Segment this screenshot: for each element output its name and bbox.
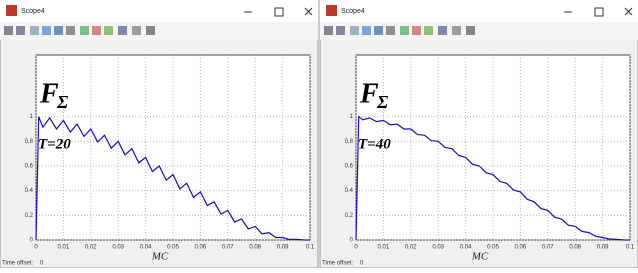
toolbar-button[interactable] [386, 26, 395, 35]
x-tick-label: 0.06 [195, 245, 207, 251]
x-tick-label: 0.03 [432, 245, 444, 251]
toolbar-button[interactable] [104, 26, 113, 35]
x-tick-label: 0.06 [515, 245, 527, 251]
x-tick-label: 0.09 [277, 245, 289, 251]
x-tick-label: 0.04 [460, 245, 472, 251]
title-bar [0, 0, 318, 22]
x-axis-label: MC [151, 251, 169, 263]
toolbar-button[interactable] [4, 26, 13, 35]
x-tick-label: 0.01 [58, 245, 70, 251]
toolbar-button[interactable] [66, 26, 75, 35]
toolbar-button[interactable] [80, 26, 89, 35]
x-tick-label: 0.07 [542, 245, 554, 251]
toolbar-button[interactable] [452, 26, 461, 35]
toolbar-button[interactable] [132, 26, 141, 35]
x-tick-label: 0.05 [487, 245, 499, 251]
y-tick-label: 0.2 [25, 213, 34, 219]
y-tick-label: 0.6 [345, 164, 354, 170]
x-tick-label: 0.03 [112, 245, 124, 251]
x-tick-label: 0.08 [569, 245, 581, 251]
x-tick-label: 0.01 [378, 245, 390, 251]
toolbar-button[interactable] [400, 26, 409, 35]
y-tick-label: 0.8 [25, 139, 34, 145]
x-tick-label: 0.1 [626, 245, 635, 251]
x-tick-label: 0.07 [222, 245, 234, 251]
toolbar-button[interactable] [54, 26, 63, 35]
chart-title: F [39, 78, 59, 109]
time-offset-label: Time offset: [2, 261, 33, 267]
toolbar-button[interactable] [424, 26, 433, 35]
x-tick-label: 0.04 [140, 245, 152, 251]
y-tick-label: 0.4 [25, 188, 34, 194]
chart-title: F [359, 78, 379, 109]
y-tick-label: 0.4 [345, 188, 354, 194]
screen: Scope400.010.020.030.040.050.060.070.080… [0, 0, 638, 268]
y-tick-label: 0.2 [345, 213, 354, 219]
x-tick-label: 0.09 [597, 245, 609, 251]
toolbar-button[interactable] [438, 26, 447, 35]
toolbar-button[interactable] [16, 26, 25, 35]
toolbar-button[interactable] [466, 26, 475, 35]
x-tick-label: 0.02 [405, 245, 417, 251]
chart-title-sub: Σ [376, 92, 388, 112]
window-title: Scope4 [341, 8, 365, 15]
app-icon [6, 5, 17, 16]
y-tick-label: 0.8 [345, 139, 354, 145]
annotation: T=40 [358, 136, 391, 152]
toolbar-button[interactable] [118, 26, 127, 35]
toolbar-button[interactable] [336, 26, 345, 35]
toolbar-button[interactable] [146, 26, 155, 35]
title-bar [320, 0, 638, 22]
time-offset-label: Time offset: [322, 261, 353, 267]
window-title: Scope4 [21, 8, 45, 15]
toolbar-button[interactable] [412, 26, 421, 35]
toolbar-button[interactable] [30, 26, 39, 35]
x-tick-label: 0.08 [249, 245, 261, 251]
toolbar-button[interactable] [374, 26, 383, 35]
app-icon [326, 5, 337, 16]
toolbar-button[interactable] [350, 26, 359, 35]
y-tick-label: 0.6 [25, 164, 34, 170]
toolbar-button[interactable] [324, 26, 333, 35]
toolbar-button[interactable] [362, 26, 371, 35]
chart-title-sub: Σ [56, 92, 68, 112]
x-tick-label: 0.05 [167, 245, 179, 251]
toolbar-button[interactable] [92, 26, 101, 35]
annotation: T=20 [38, 136, 71, 152]
x-tick-label: 0.1 [306, 245, 315, 251]
toolbar-button[interactable] [42, 26, 51, 35]
x-axis-label: MC [471, 251, 489, 263]
x-tick-label: 0.02 [85, 245, 97, 251]
